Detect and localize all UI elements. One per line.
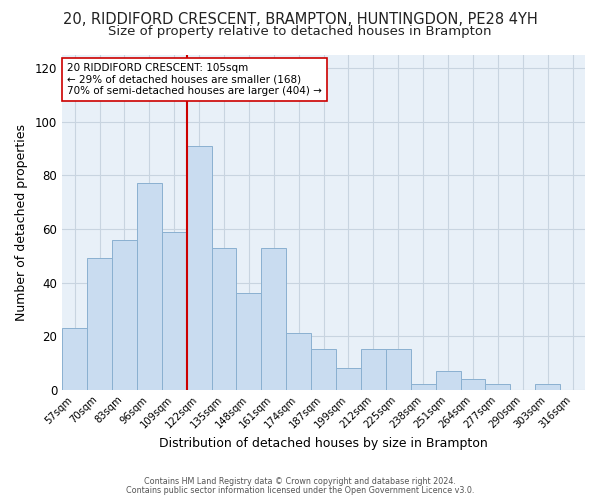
- Y-axis label: Number of detached properties: Number of detached properties: [15, 124, 28, 321]
- Bar: [436, 371, 461, 390]
- Bar: [461, 379, 485, 390]
- Bar: [286, 334, 311, 390]
- Bar: [137, 184, 162, 390]
- Bar: [162, 232, 187, 390]
- Bar: [411, 384, 436, 390]
- Bar: [361, 350, 386, 390]
- Text: 20 RIDDIFORD CRESCENT: 105sqm
← 29% of detached houses are smaller (168)
70% of : 20 RIDDIFORD CRESCENT: 105sqm ← 29% of d…: [67, 63, 322, 96]
- Bar: [236, 293, 262, 390]
- Bar: [485, 384, 511, 390]
- Bar: [212, 248, 236, 390]
- Text: Contains public sector information licensed under the Open Government Licence v3: Contains public sector information licen…: [126, 486, 474, 495]
- Bar: [336, 368, 361, 390]
- Bar: [62, 328, 87, 390]
- X-axis label: Distribution of detached houses by size in Brampton: Distribution of detached houses by size …: [159, 437, 488, 450]
- Bar: [187, 146, 212, 390]
- Text: Size of property relative to detached houses in Brampton: Size of property relative to detached ho…: [108, 25, 492, 38]
- Bar: [112, 240, 137, 390]
- Bar: [262, 248, 286, 390]
- Bar: [535, 384, 560, 390]
- Bar: [87, 258, 112, 390]
- Text: Contains HM Land Registry data © Crown copyright and database right 2024.: Contains HM Land Registry data © Crown c…: [144, 477, 456, 486]
- Bar: [311, 350, 336, 390]
- Bar: [386, 350, 411, 390]
- Text: 20, RIDDIFORD CRESCENT, BRAMPTON, HUNTINGDON, PE28 4YH: 20, RIDDIFORD CRESCENT, BRAMPTON, HUNTIN…: [62, 12, 538, 28]
